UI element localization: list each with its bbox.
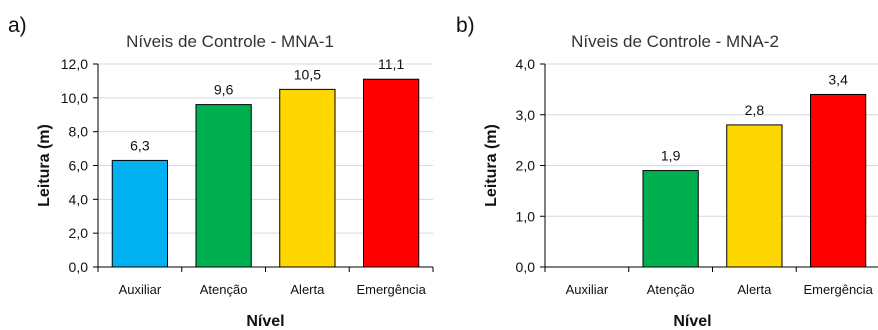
chart-1-y-tick-label: 12,0 — [61, 56, 88, 72]
chart-2-category-label-3: Alerta — [737, 282, 772, 297]
chart-1-category-label-2: Atenção — [200, 282, 248, 297]
chart-1-y-tick-label: 10,0 — [61, 90, 88, 106]
chart-2-category-label-2: Atenção — [647, 282, 695, 297]
chart-1-x-axis-title: Nível — [246, 313, 284, 330]
chart-1-bar-3 — [279, 88, 336, 268]
chart-2-title: Níveis de Controle - MNA-2 — [571, 32, 779, 51]
chart-2-bar-3 — [726, 124, 783, 268]
chart-2-y-tick-label: 0,0 — [516, 259, 536, 275]
chart-1-title: Níveis de Controle - MNA-1 — [126, 32, 334, 51]
chart-1-data-label-2: 9,6 — [214, 82, 234, 98]
chart-2-category-label-4: Emergência — [803, 282, 873, 297]
chart-2-y-tick-label: 3,0 — [516, 107, 536, 123]
chart-2-data-label-3: 2,8 — [745, 102, 765, 118]
chart-1-y-axis-title: Leitura (m) — [36, 124, 53, 207]
chart-2-bar-4 — [809, 93, 867, 268]
chart-2-y-axis-title: Leitura (m) — [483, 124, 500, 207]
chart-1-panel-label: a) — [8, 14, 27, 37]
chart-1-category-label-1: Auxiliar — [119, 282, 162, 297]
chart-2-y-tick-label: 1,0 — [516, 208, 536, 224]
chart-1-y-tick-label: 0,0 — [69, 259, 89, 275]
chart-1-y-tick-label: 8,0 — [69, 124, 89, 140]
chart-1-y-tick-label: 2,0 — [69, 225, 89, 241]
chart-2-bar-2 — [642, 170, 699, 268]
chart-1-data-label-1: 6,3 — [130, 137, 150, 153]
chart-2-category-label-1: Auxiliar — [566, 282, 609, 297]
chart-1-category-label-4: Emergência — [356, 282, 426, 297]
chart-2-x-axis-title: Nível — [673, 313, 711, 330]
chart-1-bar-1 — [111, 159, 169, 268]
chart-1-y-tick-label: 6,0 — [69, 158, 89, 174]
chart-1-y-tick-label: 4,0 — [69, 191, 89, 207]
chart-2-data-label-4: 3,4 — [828, 71, 848, 87]
chart-2-y-tick-label: 2,0 — [516, 158, 536, 174]
chart-2-y-tick-label: 4,0 — [516, 56, 536, 72]
chart-2-data-label-2: 1,9 — [661, 148, 681, 164]
chart-1-category-label-3: Alerta — [290, 282, 325, 297]
chart-1-data-label-3: 10,5 — [294, 66, 321, 82]
chart-1-bar-2 — [195, 104, 252, 268]
chart-2-panel-label: b) — [456, 14, 475, 37]
chart-1-data-label-4: 11,1 — [378, 56, 404, 72]
chart-1-bar-4 — [362, 78, 420, 268]
